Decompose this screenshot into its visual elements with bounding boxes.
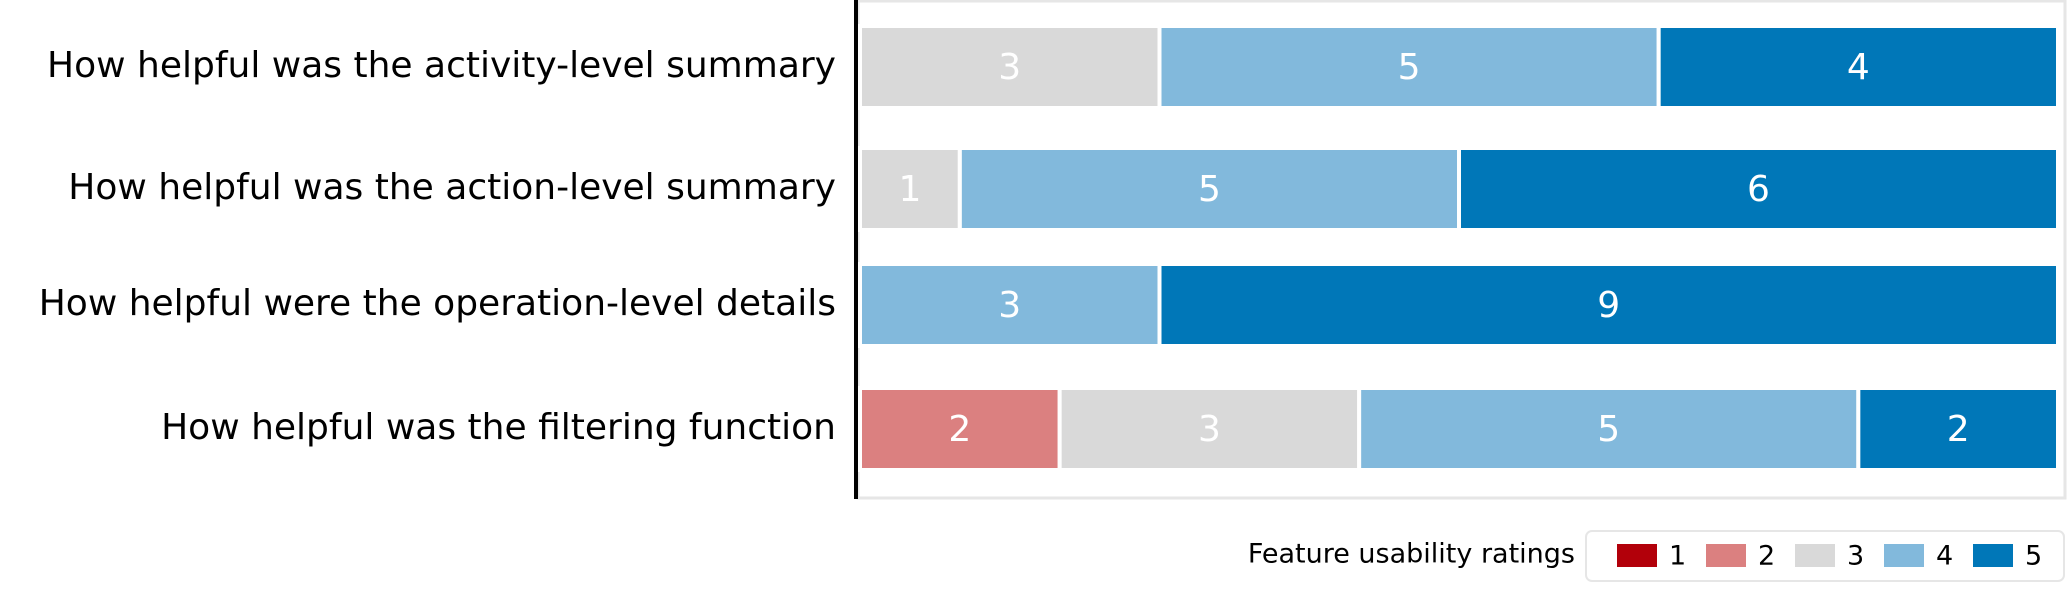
y-tick-label: How helpful were the operation-level det… [39,283,836,324]
data-label: 5 [1198,169,1221,210]
data-label: 1 [898,169,921,210]
data-label: 2 [948,409,971,450]
data-label: 5 [1597,409,1620,450]
y-tick-label: How helpful was the filtering function [161,407,836,448]
bar-segment [1157,262,2060,348]
bar-segment [1457,146,2060,232]
legend-label: 1 [1669,541,1686,572]
bar-segment [1057,386,1362,472]
legend-swatch [1973,544,2013,567]
y-tick-label: How helpful was the action-level summary [68,167,836,208]
bar-segment [1157,24,1661,110]
legend-label: 5 [2025,541,2042,572]
data-label: 5 [1398,47,1421,88]
data-label: 4 [1847,47,1870,88]
bar-segment [1856,386,2061,472]
y-tick-label: How helpful was the activity-level summa… [47,45,836,86]
legend-swatch [1617,544,1657,567]
bar-segment [1656,24,2060,110]
bar-segment [858,24,1162,110]
legend-swatch [1706,544,1746,567]
legend-swatch [1884,544,1924,567]
legend-label: 2 [1758,541,1775,572]
data-label: 3 [998,47,1021,88]
legend-label: 4 [1936,541,1953,572]
data-label: 3 [998,285,1021,326]
data-label: 6 [1747,169,1770,210]
data-label: 2 [1947,409,1970,450]
data-label: 3 [1198,409,1221,450]
bar-segment [858,386,1062,472]
legend-title: Feature usability ratings [1248,539,1575,570]
data-label: 9 [1597,285,1620,326]
legend-label: 3 [1847,541,1864,572]
legend-swatch [1795,544,1835,567]
